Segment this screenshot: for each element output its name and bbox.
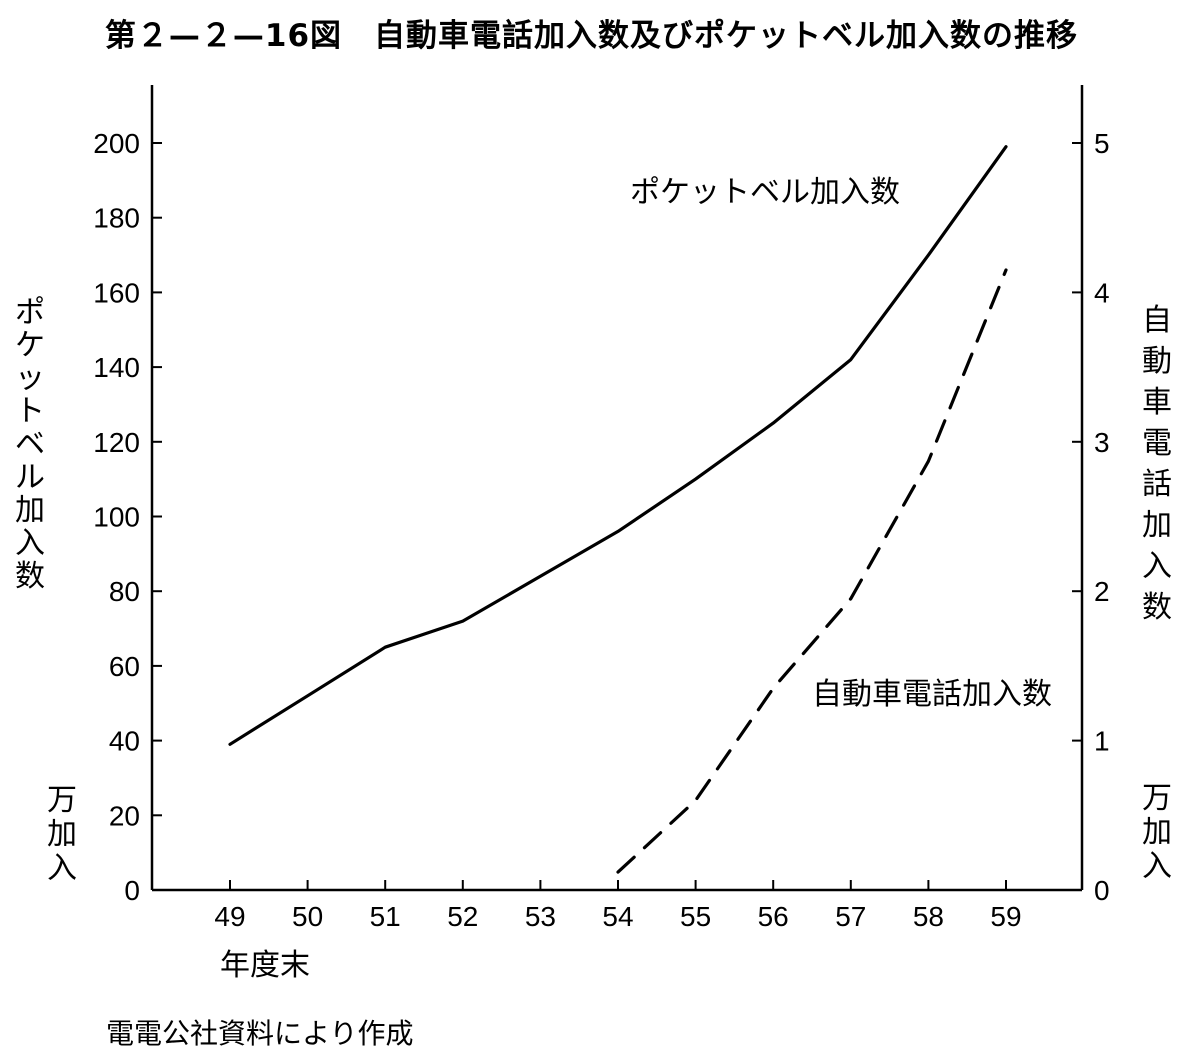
left-tick-label: 120: [93, 427, 140, 458]
x-tick-label: 55: [680, 901, 711, 932]
right-tick-label: 2: [1094, 576, 1110, 607]
right-axis-title-char: 自: [1142, 303, 1172, 338]
right-axis-title-char: 数: [1142, 590, 1172, 625]
pager-series-label: ポケットベル加入数: [630, 175, 900, 210]
left-tick-label: 180: [93, 203, 140, 234]
x-tick-label: 51: [370, 901, 401, 932]
x-tick-label: 57: [835, 901, 866, 932]
right-tick-label: 4: [1094, 277, 1110, 308]
x-tick-label: 53: [525, 901, 556, 932]
left-tick-label: 160: [93, 277, 140, 308]
car-phone-series-line: [616, 268, 1008, 874]
right-axis-title-char: 話: [1142, 467, 1172, 502]
left-axis-title-char: 入: [15, 526, 45, 561]
right-tick-label: 0: [1094, 875, 1110, 906]
pager-series-line: [228, 145, 1008, 746]
left-axis-title-char: ル: [15, 460, 45, 495]
right-axis-title-char: 電: [1142, 426, 1172, 461]
left-axis-title-char: ト: [15, 394, 45, 429]
left-axis-title-char: ッ: [15, 361, 45, 396]
left-tick-label: 140: [93, 352, 140, 383]
car-phone-series-label: 自動車電話加入数: [812, 677, 1052, 712]
series-lines: [228, 145, 1008, 874]
x-tick-label: 52: [447, 901, 478, 932]
x-axis-title: 年度末: [220, 948, 310, 983]
left-axis-title-char: ポ: [15, 295, 45, 330]
left-axis-title: ポケットベル加入数: [15, 295, 45, 594]
left-axis-ticks: 0 20 40 60 80 100 120 140 160 180 200: [93, 128, 162, 906]
right-axis-ticks: 0 1 2 3 4 5: [1072, 128, 1110, 906]
left-axis-unit-char: 万: [47, 783, 77, 818]
left-axis-title-char: ケ: [15, 328, 45, 363]
source-note: 電電公社資料により作成: [106, 1017, 414, 1050]
left-tick-label: 80: [109, 576, 140, 607]
right-tick-label: 5: [1094, 128, 1110, 159]
left-tick-label: 40: [109, 726, 140, 757]
right-tick-label: 1: [1094, 726, 1110, 757]
left-axis-unit: 万加入: [47, 783, 77, 886]
right-axis-title-char: 入: [1142, 549, 1172, 584]
x-tick-label: 58: [913, 901, 944, 932]
right-tick-label: 3: [1094, 427, 1110, 458]
left-tick-label: 60: [109, 651, 140, 682]
left-axis-title-char: 加: [15, 493, 45, 528]
right-axis-title-char: 加: [1142, 508, 1172, 543]
right-axis-title-char: 動: [1142, 344, 1172, 379]
left-tick-label: 100: [93, 502, 140, 533]
figure-title: 第２—２—16図 自動車電話加入数及びポケットベル加入数の推移: [104, 18, 1079, 54]
left-tick-label: 200: [93, 128, 140, 159]
x-axis-ticks: 49 50 51 52 53 54 55 56 57 58 59: [214, 880, 1022, 932]
left-axis-title-char: ベ: [15, 427, 45, 462]
left-axis-unit-char: 加: [47, 817, 77, 852]
left-axis-unit-char: 入: [47, 851, 77, 886]
right-axis-title: 自動車電話加入数: [1142, 303, 1172, 625]
right-axis-title-char: 車: [1142, 385, 1172, 420]
axes: [150, 85, 1084, 892]
x-tick-label: 59: [990, 901, 1021, 932]
left-tick-label: 0: [124, 875, 140, 906]
labels: ポケットベル加入数自動車電話加入数ポケットベル加入数万加入自動車電話加入数万加入…: [15, 175, 1172, 983]
right-axis-unit-char: 入: [1142, 849, 1172, 884]
x-tick-label: 54: [602, 901, 633, 932]
right-axis-unit-char: 万: [1142, 781, 1172, 816]
right-axis-unit-char: 加: [1142, 815, 1172, 850]
x-tick-label: 56: [758, 901, 789, 932]
x-tick-label: 49: [214, 901, 245, 932]
left-axis-title-char: 数: [15, 559, 45, 594]
left-tick-label: 20: [109, 800, 140, 831]
x-tick-label: 50: [292, 901, 323, 932]
right-axis-unit: 万加入: [1142, 781, 1172, 884]
